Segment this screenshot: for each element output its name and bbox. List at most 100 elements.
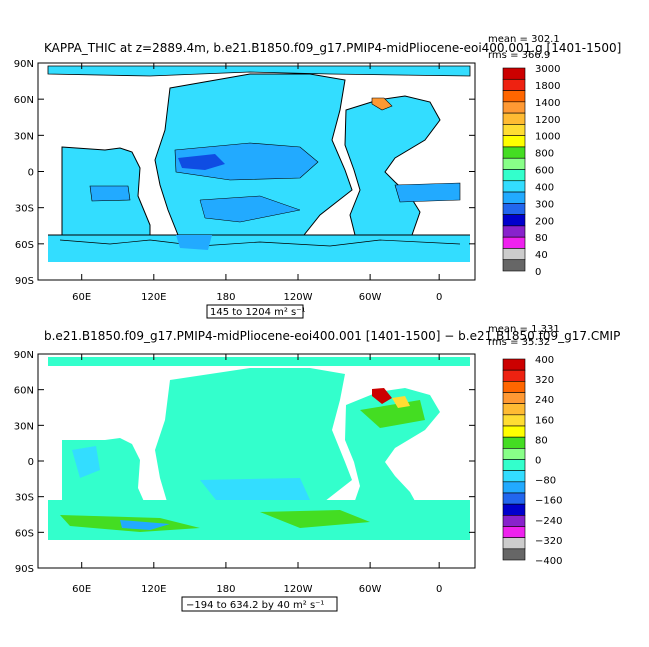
colorbar-swatch <box>502 526 526 538</box>
panel-top-mean: mean = 302.1 <box>488 34 560 45</box>
colorbar-swatch <box>502 425 526 438</box>
colorbar-label: 40 <box>535 250 548 261</box>
panel-bottom: b.e21.B1850.f09_g17.PMIP4-midPliocene-eo… <box>14 324 620 612</box>
colorbar-swatch <box>502 448 526 460</box>
colorbar-swatch <box>502 503 526 516</box>
panel-top-range-label: 145 to 1204 m² s⁻¹ <box>210 307 306 318</box>
colorbar-label: 0 <box>535 267 541 278</box>
colorbar-swatch <box>502 135 526 148</box>
x-tick-label: 0 <box>436 584 442 595</box>
colorbar-label: 0 <box>535 456 541 467</box>
colorbar-label: 400 <box>535 355 554 366</box>
panel-bottom-rms: rms = 35.32 <box>488 337 550 348</box>
y-tick-label: 30S <box>15 493 34 504</box>
x-tick-label: 120W <box>284 292 313 303</box>
colorbar-label: 1400 <box>535 98 560 109</box>
y-tick-label: 60S <box>15 240 34 251</box>
colorbar-swatch <box>502 248 526 261</box>
x-tick-label: 60E <box>72 584 91 595</box>
panel-top-map <box>37 62 476 281</box>
y-tick-label: 30N <box>14 421 34 432</box>
x-tick-label: 60E <box>72 292 91 303</box>
colorbar-swatch <box>502 67 526 80</box>
colorbar-label: 160 <box>535 415 554 426</box>
colorbar-label: 800 <box>535 149 554 160</box>
colorbar-swatch <box>502 369 526 382</box>
panel-top-y-ticks: 90N 60N 30N 0 30S 60S 90S <box>14 59 475 287</box>
panel-top-title: KAPPA_THIC at z=2889.4m, b.e21.B1850.f09… <box>44 41 621 55</box>
x-tick-label: 180 <box>216 292 235 303</box>
colorbar-swatch <box>502 548 526 561</box>
x-tick-label: 120E <box>141 584 166 595</box>
colorbar-label: 1200 <box>535 115 560 126</box>
colorbar-swatch <box>502 203 526 215</box>
colorbar-swatch <box>502 259 526 272</box>
panel-bottom-x-ticks: 60E 120E 180 120W 60W 0 <box>72 354 442 595</box>
colorbar-swatch <box>502 101 526 114</box>
colorbar-swatch <box>502 236 526 249</box>
y-tick-label: 30S <box>15 204 34 215</box>
colorbar-swatch <box>502 169 526 182</box>
colorbar-label: 400 <box>535 182 554 193</box>
y-tick-label: 0 <box>28 168 34 179</box>
colorbar-label: −320 <box>535 536 562 547</box>
y-tick-label: 90S <box>15 564 34 575</box>
y-tick-label: 0 <box>28 457 34 468</box>
x-tick-label: 120W <box>284 584 313 595</box>
colorbar-label: 300 <box>535 199 554 210</box>
panel-bottom-mean: mean = 1.331 <box>488 324 560 335</box>
colorbar-label: 600 <box>535 166 554 177</box>
colorbar-swatch <box>502 403 526 416</box>
panel-top: KAPPA_THIC at z=2889.4m, b.e21.B1850.f09… <box>14 34 621 319</box>
panel-top-x-ticks: 60E 120E 180 120W 60W 0 <box>72 63 442 303</box>
colorbar-swatch <box>502 157 526 170</box>
x-tick-label: 60W <box>359 584 382 595</box>
x-tick-label: 180 <box>216 584 235 595</box>
colorbar-swatch <box>502 146 526 159</box>
colorbar-label: 1000 <box>535 132 560 143</box>
y-tick-label: 90N <box>14 350 34 361</box>
y-tick-label: 60N <box>14 95 34 106</box>
colorbar-label: −400 <box>535 556 562 567</box>
colorbar-label: 240 <box>535 395 554 406</box>
x-tick-label: 60W <box>359 292 382 303</box>
colorbar-label: −240 <box>535 516 562 527</box>
colorbar-swatch <box>502 515 526 527</box>
x-tick-label: 0 <box>436 292 442 303</box>
colorbar-swatch <box>502 492 526 505</box>
colorbar-swatch <box>502 470 526 483</box>
colorbar-swatch <box>502 225 526 238</box>
colorbar-swatch <box>502 481 526 494</box>
colorbar-swatch <box>502 537 526 550</box>
colorbar-swatch <box>502 112 526 125</box>
y-tick-label: 60S <box>15 528 34 539</box>
y-tick-label: 60N <box>14 386 34 397</box>
y-tick-label: 30N <box>14 131 34 142</box>
colorbar-label: −160 <box>535 496 562 507</box>
y-tick-label: 90S <box>15 276 34 287</box>
colorbar-swatch <box>502 381 526 393</box>
x-tick-label: 120E <box>141 292 166 303</box>
panel-bottom-y-ticks: 90N 60N 30N 0 30S 60S 90S <box>14 350 475 575</box>
colorbar-swatch <box>502 358 526 371</box>
colorbar-swatch <box>502 436 526 449</box>
panel-bottom-title: b.e21.B1850.f09_g17.PMIP4-midPliocene-eo… <box>44 329 620 343</box>
panel-top-rms: rms = 366.9 <box>488 50 550 61</box>
colorbar-label: 200 <box>535 216 554 227</box>
colorbar-swatch <box>502 191 526 204</box>
colorbar-label: 80 <box>535 233 548 244</box>
y-tick-label: 90N <box>14 59 34 70</box>
colorbar-swatch <box>502 214 526 227</box>
colorbar-swatch <box>502 459 526 471</box>
colorbar-swatch <box>502 392 526 404</box>
colorbar-swatch <box>502 78 526 91</box>
colorbar-label: 80 <box>535 435 548 446</box>
colorbar-label: −80 <box>535 476 556 487</box>
colorbar-label: 320 <box>535 375 554 386</box>
colorbar-swatch <box>502 414 526 427</box>
panel-bottom-range-label: −194 to 634.2 by 40 m² s⁻¹ <box>186 600 324 611</box>
colorbar-label: 3000 <box>535 64 560 75</box>
panel-bottom-colorbar: 400 320 240 160 80 0 −80 −160 −240 −320 −400 <box>502 355 562 567</box>
